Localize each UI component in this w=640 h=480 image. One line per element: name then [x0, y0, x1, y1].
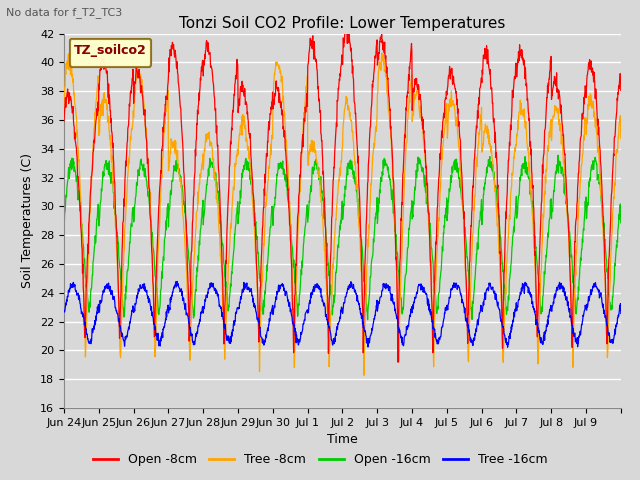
- Title: Tonzi Soil CO2 Profile: Lower Temperatures: Tonzi Soil CO2 Profile: Lower Temperatur…: [179, 16, 506, 31]
- Text: No data for f_T2_TC3: No data for f_T2_TC3: [6, 7, 123, 18]
- X-axis label: Time: Time: [327, 433, 358, 446]
- Y-axis label: Soil Temperatures (C): Soil Temperatures (C): [22, 153, 35, 288]
- Legend: : [70, 39, 151, 67]
- Legend: Open -8cm, Tree -8cm, Open -16cm, Tree -16cm: Open -8cm, Tree -8cm, Open -16cm, Tree -…: [88, 448, 552, 471]
